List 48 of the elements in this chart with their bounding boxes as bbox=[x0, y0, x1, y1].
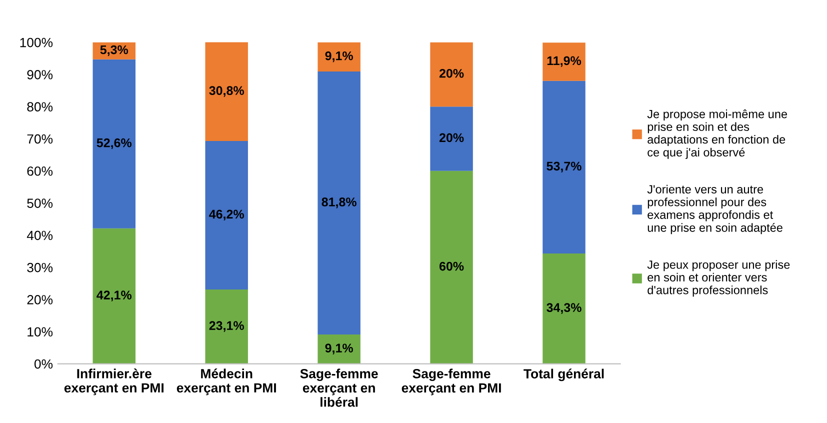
y-tick-label: 20% bbox=[27, 295, 53, 304]
y-tick-label: 100% bbox=[20, 38, 53, 48]
data-label: 53,7% bbox=[546, 162, 582, 172]
data-label: 30,8% bbox=[209, 86, 244, 97]
data-label: 52,6% bbox=[96, 138, 132, 150]
bar bbox=[542, 42, 586, 81]
legend-label: J'oriente vers un autre professionnel pour des examens approfondis et une prise en soin adaptée bbox=[647, 184, 782, 234]
data-label: 20% bbox=[439, 68, 464, 78]
data-label: 9,1% bbox=[325, 344, 353, 354]
x-tick-label: Total général bbox=[524, 368, 604, 382]
data-label: 5,3% bbox=[100, 45, 128, 56]
y-tick-label: 10% bbox=[28, 327, 53, 337]
bar bbox=[92, 59, 136, 228]
data-label: 11,9% bbox=[547, 56, 582, 67]
legend-label: Je propose moi-même une prise en soin et des adaptations en fonction de ce que j'ai observé bbox=[647, 110, 788, 159]
bar bbox=[430, 42, 473, 107]
x-tick-label: Sage-femme exerçant en libéral bbox=[300, 368, 378, 407]
legend-label: Je peux proposer une prise en soin et orienter vers d'autres professionnels bbox=[647, 260, 790, 297]
y-tick-label: 70% bbox=[27, 134, 53, 144]
data-label: 34,3% bbox=[546, 303, 582, 314]
y-tick-label: 50% bbox=[27, 198, 53, 208]
data-label: 42,1% bbox=[96, 290, 132, 302]
bar bbox=[542, 254, 586, 364]
bar bbox=[205, 290, 248, 364]
bar bbox=[205, 42, 248, 141]
x-tick-label: Médecin exerçant en PMI bbox=[176, 368, 276, 396]
y-tick-label: 90% bbox=[27, 70, 53, 80]
data-label: 23,1% bbox=[209, 321, 244, 332]
data-label: 81,8% bbox=[322, 198, 356, 208]
bar bbox=[318, 334, 360, 364]
y-tick-label: 60% bbox=[27, 166, 53, 176]
bar bbox=[542, 80, 586, 254]
y-tick-label: 80% bbox=[27, 102, 53, 112]
y-tick-label: 40% bbox=[26, 230, 53, 240]
bar bbox=[318, 72, 360, 335]
bar bbox=[205, 140, 248, 290]
x-tick-label: Sage-femme exerçant en PMI bbox=[402, 368, 501, 396]
y-tick-label: 30% bbox=[27, 262, 53, 272]
bar bbox=[430, 170, 473, 364]
data-label: 60% bbox=[439, 262, 464, 271]
data-label: 20% bbox=[439, 133, 464, 142]
y-tick-label: 0% bbox=[34, 359, 53, 369]
x-tick-label: Infirmier.ère exerçant en PMI bbox=[64, 368, 164, 396]
data-label: 9,1% bbox=[325, 51, 353, 62]
bar bbox=[318, 42, 360, 72]
bar bbox=[92, 228, 136, 364]
bar bbox=[430, 106, 473, 171]
data-label: 46,2% bbox=[209, 210, 244, 220]
